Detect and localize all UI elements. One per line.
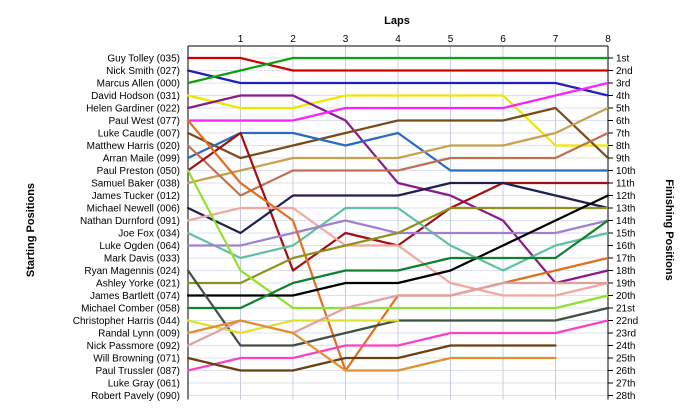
series-line	[186, 81, 610, 122]
y-axis-label-left: Starting Positions	[25, 183, 37, 277]
finishing-position-label: 22nd	[616, 316, 638, 327]
finishing-position-label: 12th	[616, 191, 635, 202]
series-line	[186, 169, 610, 310]
series-line	[186, 94, 610, 147]
lap-tick-label: 5	[448, 34, 454, 45]
starting-position-label: Nathan Durnford (091)	[80, 216, 180, 227]
lap-tick-label: 4	[395, 34, 401, 45]
starting-position-label: Luke Ogden (064)	[99, 241, 180, 252]
series-line	[186, 206, 610, 297]
starting-position-labels: Guy Tolley (035)Nick Smith (027) Marcus A…	[73, 54, 180, 403]
finishing-position-label: 15th	[616, 229, 635, 240]
series-line	[186, 106, 610, 160]
finishing-position-label: 7th	[616, 129, 630, 140]
starting-position-label: James Tucker (012)	[92, 191, 180, 202]
starting-position-label: Paul Trussler (087)	[96, 366, 180, 377]
starting-position-label: Michael Comber (058)	[81, 304, 180, 315]
series-line	[186, 206, 610, 272]
starting-position-label: Paul West (077)	[108, 116, 180, 127]
lap-tick-label: 3	[343, 34, 349, 45]
lap-tick-label: 2	[290, 34, 296, 45]
lap-tick-label: 7	[553, 34, 559, 45]
lap-tick-label: 8	[605, 34, 611, 45]
finishing-position-label: 16th	[616, 241, 635, 252]
starting-position-label: Matthew Harris (020)	[87, 141, 180, 152]
starting-position-label: Ashley Yorke (021)	[96, 279, 180, 290]
finishing-position-label: 11th	[616, 179, 635, 190]
series-line	[186, 106, 610, 185]
starting-position-label: Joe Fox (034)	[118, 229, 180, 240]
series-line	[186, 94, 610, 285]
starting-position-label: Robert Pavely (090)	[91, 391, 180, 402]
finishing-position-label: 9th	[616, 154, 630, 165]
starting-position-label: Marcus Allen (000)	[97, 79, 180, 90]
starting-position-label: James Bartlett (074)	[90, 291, 180, 302]
finishing-position-label: 19th	[616, 279, 635, 290]
lap-tick-label: 6	[500, 34, 506, 45]
finishing-position-label: 25th	[616, 354, 635, 365]
starting-position-label: Christopher Harris (044)	[73, 316, 180, 327]
starting-position-label: Paul Preston (050)	[97, 166, 180, 177]
starting-position-label: Helen Gardiner (022)	[86, 104, 180, 115]
finishing-position-label: 10th	[616, 166, 635, 177]
lap-tick-label: 1	[238, 34, 244, 45]
finishing-position-label: 1st	[616, 54, 630, 65]
starting-position-label: Michael Newell (006)	[87, 204, 180, 215]
starting-position-label: Will Browning (071)	[93, 354, 180, 365]
finishing-position-label: 26th	[616, 366, 635, 377]
finishing-position-label: 14th	[616, 216, 635, 227]
starting-position-label: Luke Gray (061)	[108, 379, 180, 390]
series-line	[186, 131, 610, 172]
starting-position-label: Nick Passmore (092)	[87, 341, 180, 352]
y-axis-label-right: Finishing Positions	[663, 179, 675, 280]
series-line	[186, 131, 610, 197]
finishing-position-label: 23rd	[616, 329, 636, 340]
finishing-position-label: 17th	[616, 254, 635, 265]
finishing-position-label: 21st	[616, 304, 635, 315]
starting-position-label: Randal Lynn (009)	[98, 329, 180, 340]
series-line	[186, 319, 610, 372]
starting-position-label: Ryan Magennis (024)	[84, 266, 180, 277]
series-line	[186, 194, 610, 297]
finishing-position-label: 28th	[616, 391, 635, 402]
series-lines	[186, 56, 610, 372]
finishing-position-label: 27th	[616, 379, 635, 390]
starting-position-label: David Hodson (031)	[91, 91, 180, 102]
finishing-position-label: 4th	[616, 91, 630, 102]
finishing-position-label: 2nd	[616, 66, 633, 77]
finishing-position-label: 13th	[616, 204, 635, 215]
series-line	[186, 219, 610, 310]
finishing-position-label: 20th	[616, 291, 635, 302]
finishing-position-label: 8th	[616, 141, 630, 152]
lap-tick-labels: 1 2 3 4 5 6 7 8	[238, 34, 612, 45]
finishing-position-label: 18th	[616, 266, 635, 277]
series-line	[186, 69, 610, 97]
finishing-position-label: 6th	[616, 116, 630, 127]
starting-position-label: Luke Caudle (007)	[98, 129, 180, 140]
finishing-position-label: 24th	[616, 341, 635, 352]
series-line	[186, 344, 557, 372]
starting-position-label: Samuel Baker (038)	[91, 179, 180, 190]
finishing-position-label: 5th	[616, 104, 630, 115]
series-line	[186, 319, 557, 372]
starting-position-label: Mark Davis (033)	[104, 254, 180, 265]
series-line	[186, 56, 610, 85]
starting-position-label: Nick Smith (027)	[106, 66, 180, 77]
finishing-position-label: 3rd	[616, 79, 630, 90]
series-line	[186, 206, 610, 285]
series-line	[186, 181, 610, 235]
series-line	[186, 56, 610, 72]
starting-position-label: Guy Tolley (035)	[107, 54, 180, 65]
x-axis-label: Laps	[384, 15, 410, 27]
starting-position-label: Arran Maile (099)	[103, 154, 180, 165]
